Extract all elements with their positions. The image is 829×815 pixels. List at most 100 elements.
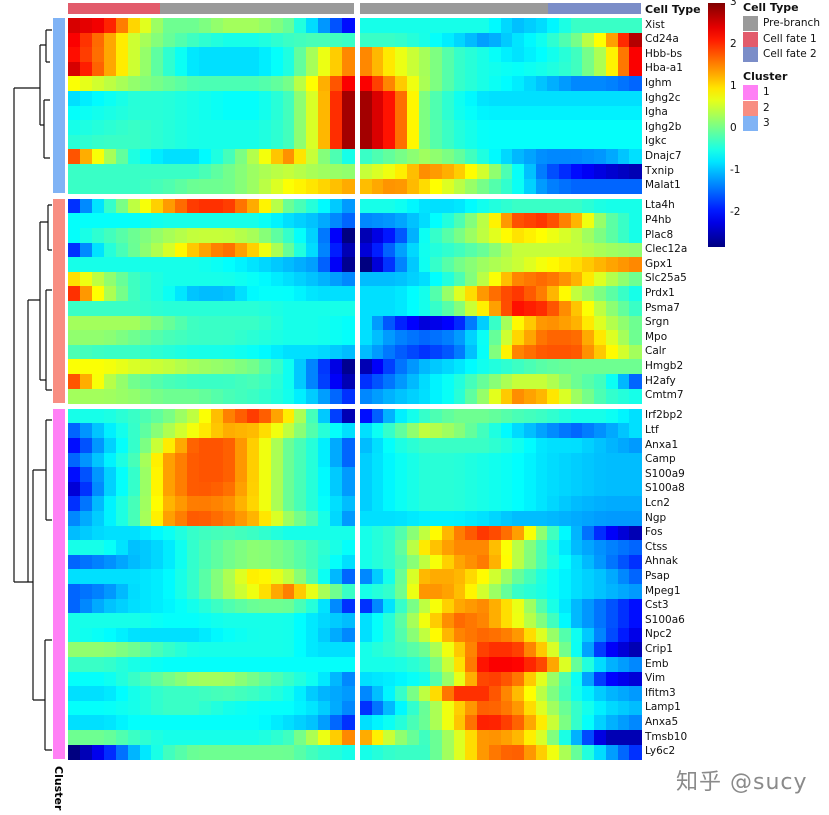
heatmap-cell xyxy=(282,344,296,360)
heatmap-cell xyxy=(91,613,105,629)
heatmap-cell xyxy=(294,164,307,179)
heatmap-cell xyxy=(465,228,478,243)
heatmap-cell xyxy=(234,32,248,48)
heatmap-cell xyxy=(211,271,224,287)
heatmap-cell xyxy=(306,198,319,214)
heatmap-cell xyxy=(68,627,81,643)
heatmap-cell xyxy=(246,584,260,599)
heatmap-cell xyxy=(151,344,164,360)
heatmap-cell xyxy=(211,467,224,483)
heatmap-cell xyxy=(115,105,129,121)
heatmap-cell xyxy=(163,178,176,194)
gene-label: Cmtm7 xyxy=(645,389,684,402)
heatmap-cell xyxy=(79,744,93,760)
heatmap-cell xyxy=(617,598,630,614)
heatmap-cell xyxy=(383,467,396,483)
heatmap-cell xyxy=(282,525,296,541)
heatmap-cell xyxy=(222,301,236,316)
heatmap-cell xyxy=(441,686,455,702)
gene-label: S100a6 xyxy=(645,613,685,626)
heatmap-cell xyxy=(270,730,284,745)
heatmap-cell xyxy=(79,671,93,687)
heatmap-cell xyxy=(371,584,384,599)
heatmap-cell xyxy=(629,598,642,614)
heatmap-cell xyxy=(175,120,188,136)
heatmap-cell xyxy=(270,627,284,643)
heatmap-cell xyxy=(395,32,408,48)
heatmap-cell xyxy=(523,540,537,556)
heatmap-cell xyxy=(477,408,490,424)
heatmap-cell xyxy=(488,228,502,243)
heatmap-cell xyxy=(91,511,105,526)
heatmap-cell xyxy=(441,228,455,243)
heatmap-cell xyxy=(199,525,212,541)
heatmap-cell xyxy=(211,613,224,629)
heatmap-cell xyxy=(594,61,607,77)
heatmap-cell xyxy=(512,18,525,33)
heatmap-cell xyxy=(383,213,396,229)
heatmap-cell xyxy=(418,715,431,731)
heatmap-cell xyxy=(465,286,478,302)
heatmap-cell xyxy=(465,301,478,316)
heatmap-cell xyxy=(523,613,537,629)
heatmap-cell xyxy=(594,452,607,468)
heatmap-cell xyxy=(246,32,260,48)
heatmap-cell xyxy=(151,540,164,556)
heatmap-cell xyxy=(371,452,384,468)
heatmap-cell xyxy=(139,228,153,243)
heatmap-cell xyxy=(453,257,466,273)
heatmap-cell xyxy=(79,134,93,150)
heatmap-cell xyxy=(330,554,343,570)
heatmap-cell xyxy=(371,613,384,629)
heatmap-cell xyxy=(371,257,384,273)
heatmap-cell xyxy=(488,554,502,570)
heatmap-cell xyxy=(342,423,355,439)
heatmap-cell xyxy=(342,228,355,243)
heatmap-cell xyxy=(79,61,93,77)
heatmap-cell xyxy=(318,120,331,136)
heatmap-cell xyxy=(406,198,420,214)
heatmap-cell xyxy=(418,584,431,599)
heatmap-cell xyxy=(330,408,343,424)
heatmap-cell xyxy=(306,330,319,346)
heatmap-cell xyxy=(535,344,548,360)
heatmap-cell xyxy=(512,105,525,121)
heatmap-cell xyxy=(342,438,355,453)
heatmap-cell xyxy=(294,408,307,424)
heatmap-cell xyxy=(488,257,502,273)
heatmap-cell xyxy=(430,627,443,643)
heatmap-cell xyxy=(441,91,455,106)
heatmap-cell xyxy=(258,452,272,468)
heatmap-cell xyxy=(282,540,296,556)
heatmap-cell xyxy=(430,47,443,63)
heatmap-cell xyxy=(318,511,331,526)
heatmap-cell xyxy=(360,554,373,570)
heatmap-cell xyxy=(151,584,164,599)
heatmap-cell xyxy=(547,91,560,106)
heatmap-cell xyxy=(199,569,212,585)
gene-label: Vim xyxy=(645,672,666,685)
heatmap-cell xyxy=(127,388,141,404)
heatmap-cell xyxy=(547,730,560,745)
heatmap-cell xyxy=(406,242,420,258)
heatmap-cell xyxy=(68,374,81,389)
heatmap-cell xyxy=(211,164,224,179)
heatmap-cell xyxy=(222,76,236,92)
heatmap-cell xyxy=(222,178,236,194)
heatmap-cell xyxy=(270,134,284,150)
heatmap-cell xyxy=(91,120,105,136)
heatmap-cell xyxy=(103,671,117,687)
heatmap-cell xyxy=(115,715,129,731)
heatmap-cell xyxy=(488,213,502,229)
heatmap-cell xyxy=(306,613,319,629)
heatmap-cell xyxy=(570,149,584,165)
heatmap-cell xyxy=(430,452,443,468)
heatmap-cell xyxy=(570,686,584,702)
heatmap-cell xyxy=(570,496,584,512)
heatmap-cell xyxy=(91,671,105,687)
heatmap-cell xyxy=(115,584,129,599)
heatmap-cell xyxy=(535,388,548,404)
heatmap-cell xyxy=(477,730,490,745)
heatmap-cell xyxy=(430,257,443,273)
heatmap-cell xyxy=(187,149,200,165)
